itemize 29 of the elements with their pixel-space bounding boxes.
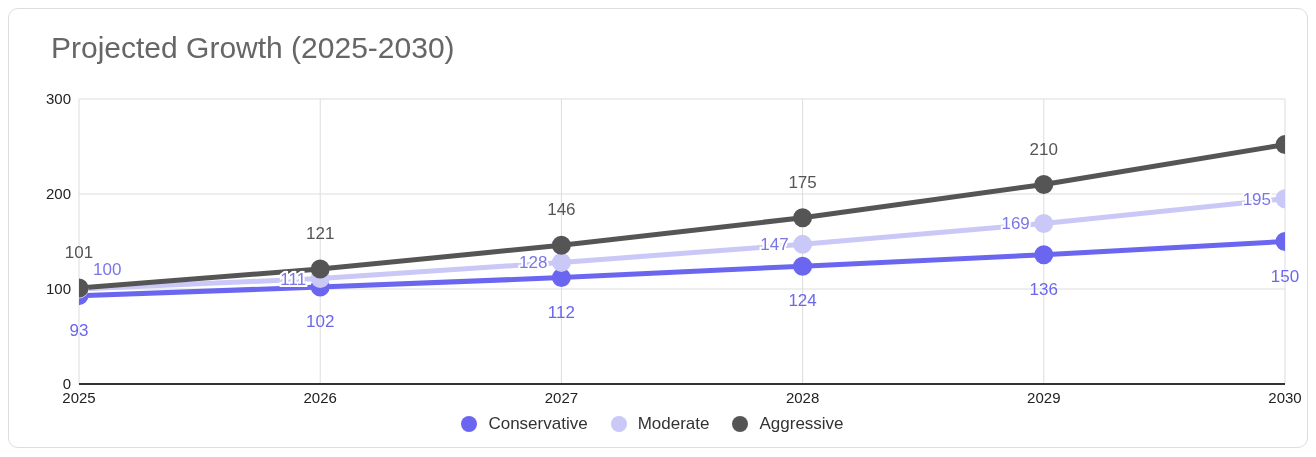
- data-label: 136: [1029, 279, 1058, 299]
- data-label: 195: [1242, 189, 1271, 209]
- data-label: 93: [69, 320, 89, 340]
- data-label: 146: [547, 200, 576, 220]
- data-label: 102: [306, 312, 335, 332]
- y-tick-label: 100: [45, 280, 71, 298]
- data-label: 147: [760, 235, 789, 255]
- data-label: 169: [1001, 214, 1030, 234]
- x-tick-label: 2029: [1027, 388, 1061, 406]
- legend-label: Moderate: [636, 414, 710, 434]
- chart-title: Projected Growth (2025-2030): [50, 30, 456, 64]
- legend-label: Conservative: [487, 414, 588, 434]
- data-label: 150: [1270, 266, 1300, 286]
- x-tick-label: 2027: [544, 388, 579, 406]
- data-label: 101: [64, 243, 94, 263]
- x-tick-label: 2030: [1268, 388, 1302, 406]
- x-tick-label: 2028: [785, 388, 820, 406]
- data-label: 128: [519, 253, 548, 273]
- y-tick-label: 200: [45, 185, 71, 203]
- data-label: 100: [93, 260, 122, 279]
- legend-label: Aggressive: [758, 414, 844, 434]
- data-label: 111: [280, 269, 307, 289]
- data-label: 112: [547, 302, 575, 322]
- data-label: 210: [1029, 139, 1058, 159]
- data-label: 124: [788, 291, 817, 311]
- data-label: 175: [788, 172, 817, 192]
- data-label: 121: [306, 224, 335, 244]
- x-tick-label: 2026: [303, 388, 337, 406]
- y-tick-label: 300: [45, 90, 71, 108]
